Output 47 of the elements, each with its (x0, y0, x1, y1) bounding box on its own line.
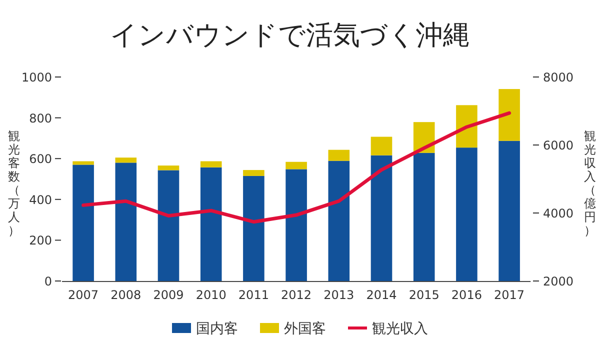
bar (200, 161, 222, 168)
x-tick-label: 2012 (281, 288, 312, 302)
bar (456, 105, 478, 148)
y-tick-label: 600 (29, 152, 52, 166)
x-tick-label: 2016 (451, 288, 482, 302)
bar (456, 148, 478, 281)
bar (200, 167, 222, 281)
y-tick-label: 1000 (21, 70, 52, 84)
bar (115, 162, 137, 281)
x-tick-label: 2010 (196, 288, 226, 302)
legend-label: 国内客 (196, 321, 238, 337)
x-tick-label: 2009 (153, 288, 184, 302)
x-tick-label: 2007 (68, 288, 99, 302)
x-tick-label: 2017 (494, 288, 525, 302)
y2-tick-label: 4000 (543, 206, 574, 220)
bar (498, 89, 520, 141)
y2-tick-label: 2000 (543, 274, 574, 288)
bar (286, 169, 307, 281)
y2-tick-label: 6000 (543, 138, 574, 152)
x-tick-label: 2015 (408, 288, 440, 302)
x-tick-label: 2013 (324, 288, 354, 302)
y-tick-label: 0 (44, 274, 52, 288)
y-axis-title: 観光客数（万人） (8, 129, 20, 238)
y2-tick-label: 8000 (543, 70, 574, 84)
legend-label: 観光収入 (372, 321, 428, 337)
legend-label: 外国客 (284, 321, 326, 337)
bar (498, 140, 520, 281)
y2-axis-title: 観光収入（億円） (584, 129, 596, 238)
bar (158, 170, 180, 281)
bar (286, 162, 307, 170)
bar (370, 136, 392, 156)
y-tick-label: 200 (29, 234, 52, 248)
bar (72, 164, 94, 281)
x-tick-label: 2014 (366, 288, 397, 302)
bar (328, 150, 350, 161)
bar (243, 170, 264, 176)
bar (243, 176, 264, 281)
x-tick-label: 2008 (110, 288, 142, 302)
x-tick-label: 2011 (238, 288, 269, 302)
bar (413, 152, 435, 281)
y-tick-label: 800 (29, 111, 52, 126)
bar (328, 160, 350, 281)
chart-title: インバウンドで活気づく沖縄 (110, 20, 470, 51)
bar (158, 166, 180, 170)
bar (115, 158, 137, 163)
y-tick-label: 400 (29, 192, 52, 207)
bar (370, 155, 392, 281)
